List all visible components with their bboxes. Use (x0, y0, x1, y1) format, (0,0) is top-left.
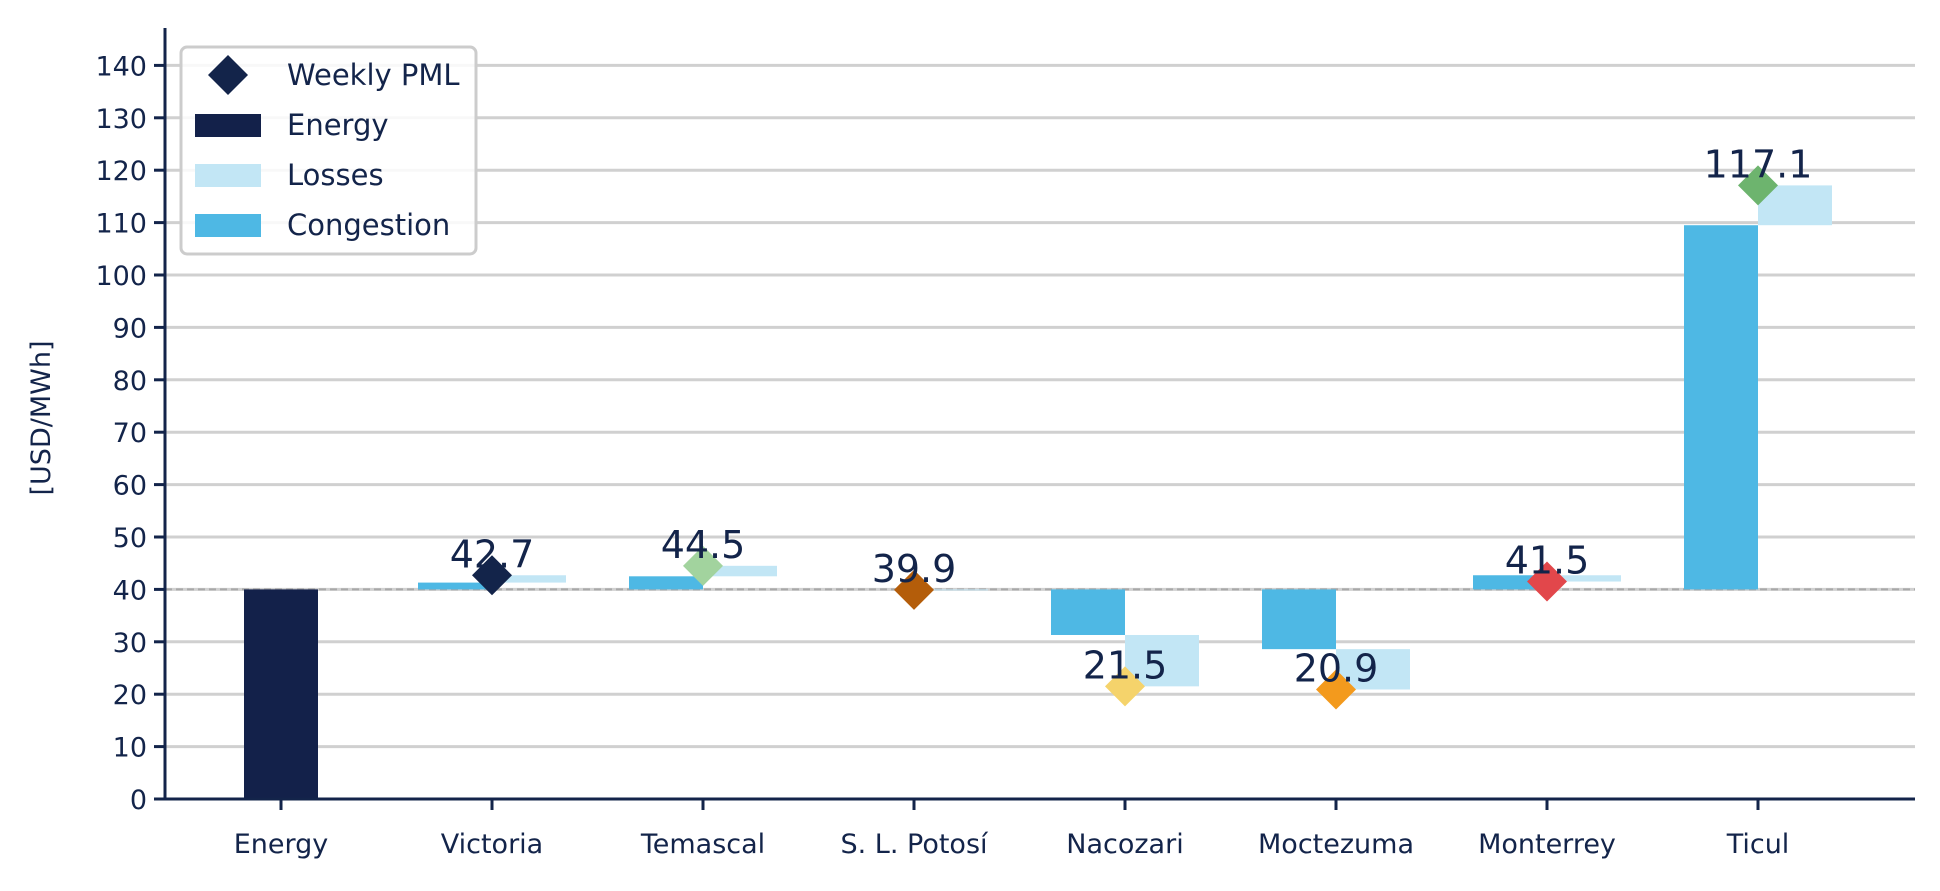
y-axis-label: [USD/MWh] (26, 341, 57, 496)
x-tick-label: S. L. Potosí (840, 829, 989, 860)
y-tick-label: 20 (113, 680, 147, 711)
bar-losses (914, 589, 988, 591)
bar-congestion (1262, 589, 1336, 650)
bar-losses (1547, 575, 1621, 582)
y-tick-label: 40 (113, 575, 147, 606)
pml-marker (472, 555, 512, 596)
bar-congestion (1684, 225, 1758, 590)
bar-losses (1125, 634, 1199, 687)
x-tick-label: Monterrey (1478, 829, 1616, 860)
pml-value-label: 21.5 (1083, 643, 1168, 687)
x-tick-label: Energy (234, 829, 329, 860)
legend-swatch (195, 214, 261, 237)
pml-value-label: 39.9 (872, 547, 957, 591)
bar-congestion (629, 576, 703, 590)
y-tick-label: 120 (95, 156, 147, 187)
axes: 0 10 20 30 40 50 60 70 80 90 100 110 120 130 140 Energy… (95, 28, 1915, 860)
legend-swatch (195, 164, 261, 187)
pml-value-label: 42.7 (450, 532, 535, 576)
bar-energy (244, 589, 318, 799)
pml-value-label: 117.1 (1704, 142, 1813, 186)
y-tick-label: 100 (95, 261, 147, 292)
y-tick-label: 30 (113, 628, 147, 659)
y-tick-label: 130 (95, 104, 147, 135)
bar-congestion (1051, 589, 1125, 635)
pml-marker (1105, 666, 1145, 707)
pml-marker (683, 545, 723, 586)
legend-swatch (195, 114, 261, 137)
pml-value-label: 20.9 (1294, 646, 1379, 690)
pml-marker (1527, 561, 1567, 602)
legend-label: Weekly PML (287, 58, 460, 92)
pml-markers (472, 165, 1778, 710)
bar-losses (703, 565, 777, 577)
x-tick-label: Nacozari (1066, 829, 1183, 860)
y-tick-label: 140 (95, 51, 147, 82)
pml-value-label: 41.5 (1505, 539, 1590, 583)
y-tick-label: 0 (130, 785, 147, 816)
y-tick-label: 70 (113, 418, 147, 449)
x-tick-label: Ticul (1726, 829, 1790, 860)
y-tick-label: 10 (113, 733, 147, 764)
bar-losses (492, 575, 566, 583)
legend-label: Energy (287, 108, 389, 142)
pml-value-label: 44.5 (661, 523, 746, 567)
y-tick-label: 60 (113, 471, 147, 502)
legend: Weekly PML Energy Losses Congestion (179, 45, 478, 256)
legend-marker-icon (208, 55, 248, 95)
x-tick-label: Temascal (640, 829, 765, 860)
y-tick-label: 90 (113, 313, 147, 344)
legend-box (179, 45, 478, 256)
y-tick-label: 80 (113, 366, 147, 397)
y-tick-label: 50 (113, 523, 147, 554)
legend-label: Congestion (287, 208, 450, 242)
x-tick-label: Moctezuma (1258, 829, 1414, 860)
bar-congestion (418, 582, 492, 590)
bars (244, 185, 1832, 799)
data-labels: 42.7 44.5 39.9 21.5 20.9 41.5 117.1 (450, 142, 1813, 690)
pml-marker (1316, 669, 1356, 710)
pml-marker (1738, 165, 1778, 206)
legend-label: Losses (287, 158, 384, 192)
pml-marker (894, 569, 934, 610)
y-tick-label: 110 (95, 209, 147, 240)
x-tick-label: Victoria (441, 829, 543, 860)
bar-congestion (1473, 575, 1547, 590)
